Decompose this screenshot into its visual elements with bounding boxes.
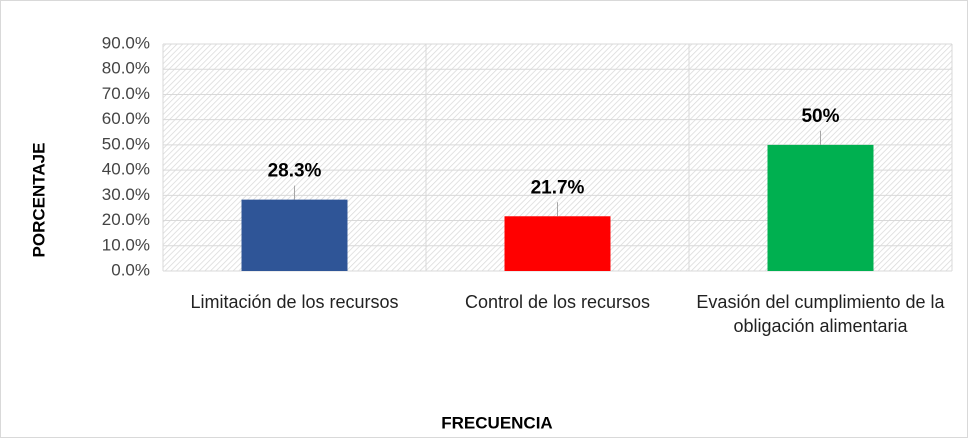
y-tick-label: 20.0% [102, 210, 150, 229]
y-tick-label: 80.0% [102, 59, 150, 78]
y-tick-label: 10.0% [102, 235, 150, 254]
data-label: 50% [801, 106, 839, 127]
y-tick-label: 90.0% [102, 33, 150, 52]
bar [241, 199, 348, 271]
y-tick-label: 40.0% [102, 160, 150, 179]
y-tick-label: 60.0% [102, 109, 150, 128]
data-label: 21.7% [531, 177, 585, 198]
bar [504, 216, 611, 271]
y-tick-label: 50.0% [102, 134, 150, 153]
y-tick-label: 0.0% [111, 260, 150, 279]
y-tick-label: 30.0% [102, 185, 150, 204]
bar [767, 144, 874, 271]
y-axis-title: PORCENTAJE [29, 143, 48, 258]
x-tick-label: Limitación de los recursos [190, 292, 399, 312]
x-tick-label: Control de los recursos [464, 292, 651, 312]
x-axis-title: FRECUENCIA [441, 413, 552, 432]
x-tick-label: Evasión del cumplimiento de la obligació… [696, 292, 945, 336]
data-label: 28.3% [268, 161, 322, 182]
y-tick-label: 70.0% [102, 84, 150, 103]
